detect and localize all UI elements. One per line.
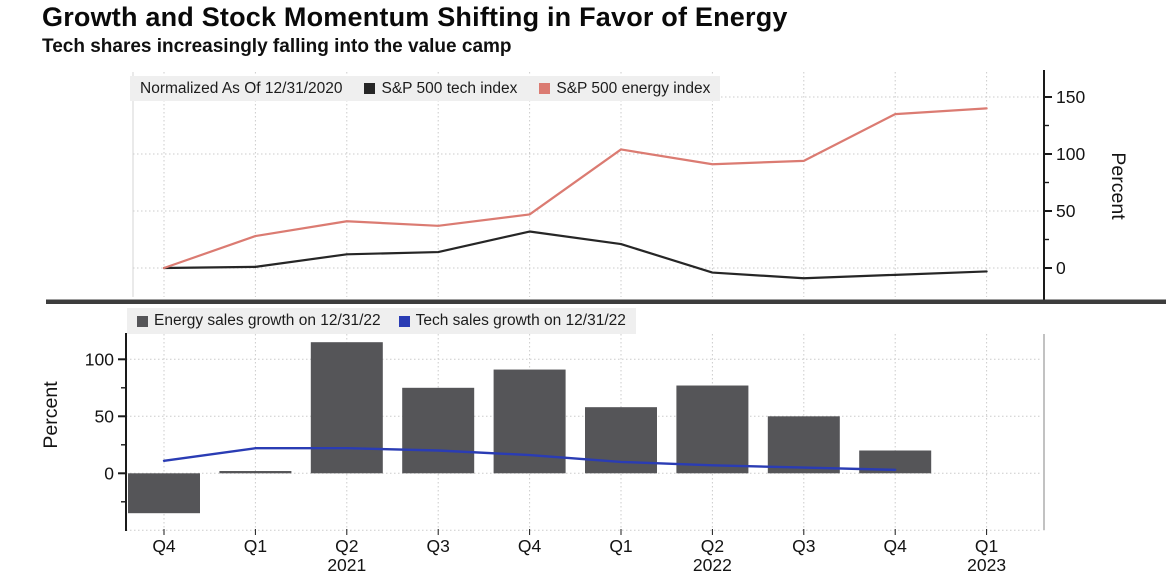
legend-label-energy-index: S&P 500 energy index: [556, 80, 710, 98]
x-axis-year-label: 2023: [967, 555, 1006, 574]
x-axis-quarter-label: Q3: [792, 536, 815, 556]
chart-header: Growth and Stock Momentum Shifting in Fa…: [42, 0, 788, 58]
top-chart-legend: Normalized As Of 12/31/2020 S&P 500 tech…: [130, 76, 720, 101]
energy-sales-bar-Q2-2022: [676, 386, 748, 474]
legend-label-tech-index: S&P 500 tech index: [381, 80, 517, 98]
tech-index-swatch-icon: [364, 83, 375, 94]
top-axis-title: Percent: [1107, 152, 1129, 220]
top-axis-tick-label: 150: [1056, 87, 1085, 107]
tech-sales-swatch-icon: [399, 316, 410, 327]
energy-sales-bar-Q4-2020: [128, 473, 200, 513]
page-subtitle: Tech shares increasingly falling into th…: [42, 36, 788, 58]
legend-item-tech-sales: Tech sales growth on 12/31/22: [399, 312, 626, 330]
legend-label-tech-sales: Tech sales growth on 12/31/22: [416, 312, 626, 330]
page-title: Growth and Stock Momentum Shifting in Fa…: [42, 2, 788, 33]
legend-note: Normalized As Of 12/31/2020: [140, 80, 342, 98]
top-axis-tick-label: 100: [1056, 144, 1085, 164]
x-axis-quarter-label: Q3: [427, 536, 450, 556]
top-axis-tick-label: 0: [1056, 258, 1066, 278]
panel-divider: [46, 300, 1166, 305]
energy-sales-swatch-icon: [137, 316, 148, 327]
energy-sales-bar-Q3-2021: [402, 388, 474, 474]
legend-item-tech-index: S&P 500 tech index: [364, 80, 517, 98]
x-axis-year-label: 2021: [327, 555, 366, 574]
x-axis-quarter-label: Q4: [884, 536, 908, 556]
bottom-axis-tick-label: 0: [104, 463, 114, 483]
tech-index-line: [164, 232, 987, 279]
energy-sales-bar-Q2-2021: [311, 342, 383, 473]
x-axis-quarter-label: Q2: [701, 536, 724, 556]
x-axis-quarter-label: Q1: [244, 536, 267, 556]
legend-item-energy-index: S&P 500 energy index: [539, 80, 710, 98]
x-axis-quarter-label: Q4: [152, 536, 176, 556]
bottom-axis-title: Percent: [40, 381, 62, 449]
x-axis-quarter-label: Q4: [518, 536, 542, 556]
energy-index-swatch-icon: [539, 83, 550, 94]
energy-sales-bar-Q1-2021: [219, 471, 291, 473]
bottom-axis-tick-label: 100: [85, 349, 114, 369]
legend-label-energy-sales: Energy sales growth on 12/31/22: [154, 312, 381, 330]
top-axis-tick-label: 50: [1056, 201, 1076, 221]
legend-item-energy-sales: Energy sales growth on 12/31/22: [137, 312, 381, 330]
x-axis-quarter-label: Q1: [609, 536, 632, 556]
x-axis-quarter-label: Q1: [975, 536, 998, 556]
energy-sales-bar-Q3-2022: [768, 416, 840, 473]
x-axis-year-label: 2022: [693, 555, 732, 574]
bottom-axis-tick-label: 50: [95, 406, 115, 426]
bottom-chart-legend: Energy sales growth on 12/31/22 Tech sal…: [127, 308, 636, 334]
energy-index-line: [164, 108, 987, 268]
bloomberg-chart-page: 0 50 100 150 Percent 0 50 100 Percent Q4 Q1 Q2 Q3 Q4 Q…: [0, 0, 1170, 574]
x-axis-quarter-label: Q2: [335, 536, 358, 556]
